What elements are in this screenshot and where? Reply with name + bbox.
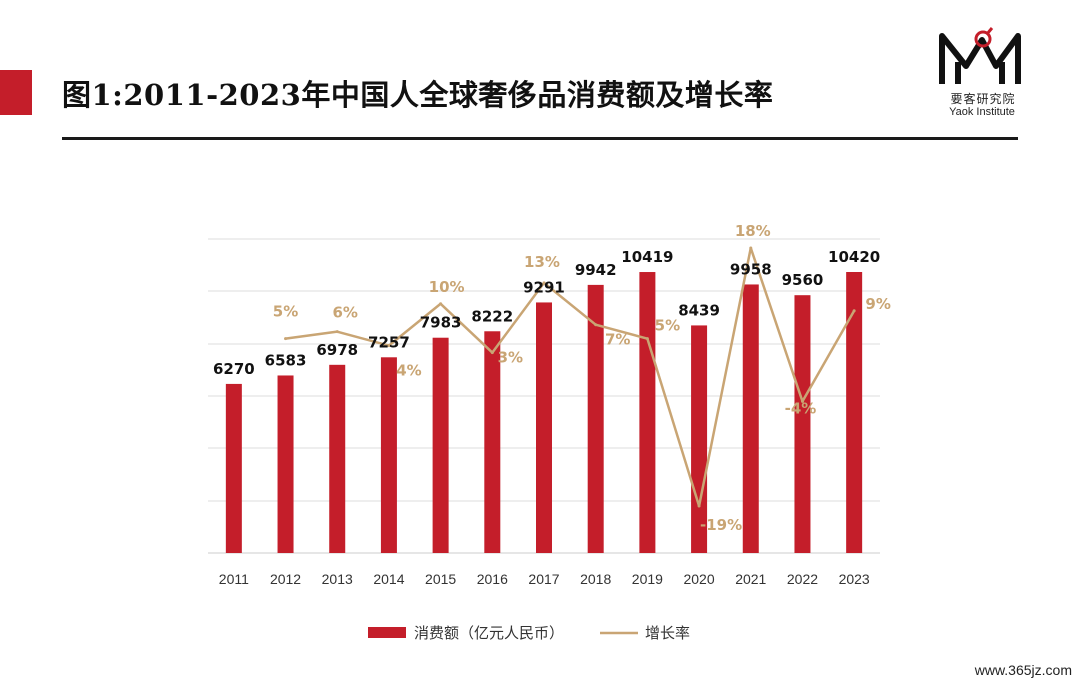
growth-value-label: 5%: [273, 303, 298, 321]
x-tick-label: 2017: [528, 571, 559, 587]
growth-value-label: 10%: [429, 278, 465, 296]
bar-2022: [794, 295, 811, 553]
growth-point-2019: [645, 337, 649, 341]
bar-value-label: 7983: [420, 314, 462, 332]
growth-point-2018: [594, 323, 598, 327]
growth-point-2013: [335, 330, 339, 334]
title-divider: [62, 137, 1018, 140]
x-tick-label: 2013: [322, 571, 353, 587]
bar-value-label: 8222: [471, 307, 513, 325]
bar-2014: [380, 357, 397, 553]
title-accent-block: [0, 70, 32, 115]
growth-point-2012: [284, 337, 288, 341]
x-tick-label: 2023: [839, 571, 870, 587]
x-tick-label: 2022: [787, 571, 818, 587]
page-title: 图1:2011-2023年中国人全球奢侈品消费额及增长率: [62, 78, 774, 112]
bar-2019: [639, 272, 656, 553]
yaok-logo: [939, 27, 1021, 84]
x-tick-label: 2011: [219, 571, 249, 587]
growth-value-label: 4%: [396, 362, 421, 380]
growth-point-2021: [749, 246, 753, 250]
growth-point-2014: [387, 344, 391, 348]
growth-value-label: 7%: [605, 331, 630, 349]
bar-value-label: 6583: [265, 351, 307, 369]
x-tick-label: 2021: [735, 571, 766, 587]
legend-bar-label: 消费额（亿元人民币）: [414, 624, 564, 642]
growth-point-2022: [800, 399, 804, 403]
x-tick-label: 2015: [425, 571, 456, 587]
brand-name-cn: 要客研究院: [950, 92, 1016, 106]
x-tick-label: 2016: [477, 571, 508, 587]
brand-name-en: Yaok Institute: [949, 106, 1015, 118]
bar-2023: [846, 272, 863, 553]
x-tick-label: 2014: [373, 571, 404, 587]
growth-value-label: 5%: [655, 317, 680, 335]
growth-value-label: 18%: [735, 222, 771, 240]
bar-2021: [742, 284, 759, 553]
bar-value-label: 9291: [523, 278, 565, 296]
x-tick-label: 2020: [683, 571, 714, 587]
bar-value-label: 9942: [575, 261, 617, 279]
growth-line-series: [284, 246, 856, 508]
bar-2011: [225, 383, 242, 553]
bar-2018: [587, 284, 604, 553]
bar-value-label: 10419: [621, 248, 673, 266]
legend-line-label: 增长率: [645, 624, 690, 642]
bar-series: [225, 272, 863, 553]
bar-2017: [536, 302, 552, 553]
bar-2016: [484, 331, 501, 553]
bar-value-label: 9958: [730, 260, 772, 278]
x-tick-label: 2018: [580, 571, 611, 587]
bar-value-label: 10420: [828, 248, 880, 266]
growth-value-label: -19%: [700, 516, 742, 534]
legend-bar-swatch: [368, 627, 406, 638]
growth-value-label: -4%: [785, 399, 817, 417]
bar-value-label: 6270: [213, 360, 255, 378]
x-tick-label: 2012: [270, 571, 301, 587]
legend: 消费额（亿元人民币） 增长率: [368, 624, 690, 642]
bar-2015: [432, 337, 449, 553]
growth-point-2016: [490, 351, 494, 355]
bar-value-label: 9560: [782, 271, 824, 289]
bar-value-label: 6978: [316, 341, 358, 359]
growth-value-label: 13%: [524, 253, 560, 271]
bar-2013: [329, 364, 346, 553]
x-tick-label: 2019: [632, 571, 663, 587]
growth-point-2020: [697, 504, 701, 508]
bar-value-label: 7257: [368, 333, 410, 351]
growth-value-label: 6%: [332, 304, 357, 322]
bar-value-label: 8439: [678, 301, 720, 319]
growth-point-2017: [542, 281, 546, 285]
bar-2012: [277, 375, 294, 553]
growth-value-label: 9%: [865, 295, 890, 313]
growth-point-2015: [439, 302, 443, 306]
x-axis-labels: 2011 2012 2013 2014 2015 2016 2017 2018 2019 2020…: [219, 571, 870, 587]
growth-point-2023: [852, 309, 856, 313]
watermark: www.365jz.com: [974, 662, 1072, 678]
growth-line: [285, 246, 856, 508]
growth-value-label: 3%: [498, 349, 523, 367]
